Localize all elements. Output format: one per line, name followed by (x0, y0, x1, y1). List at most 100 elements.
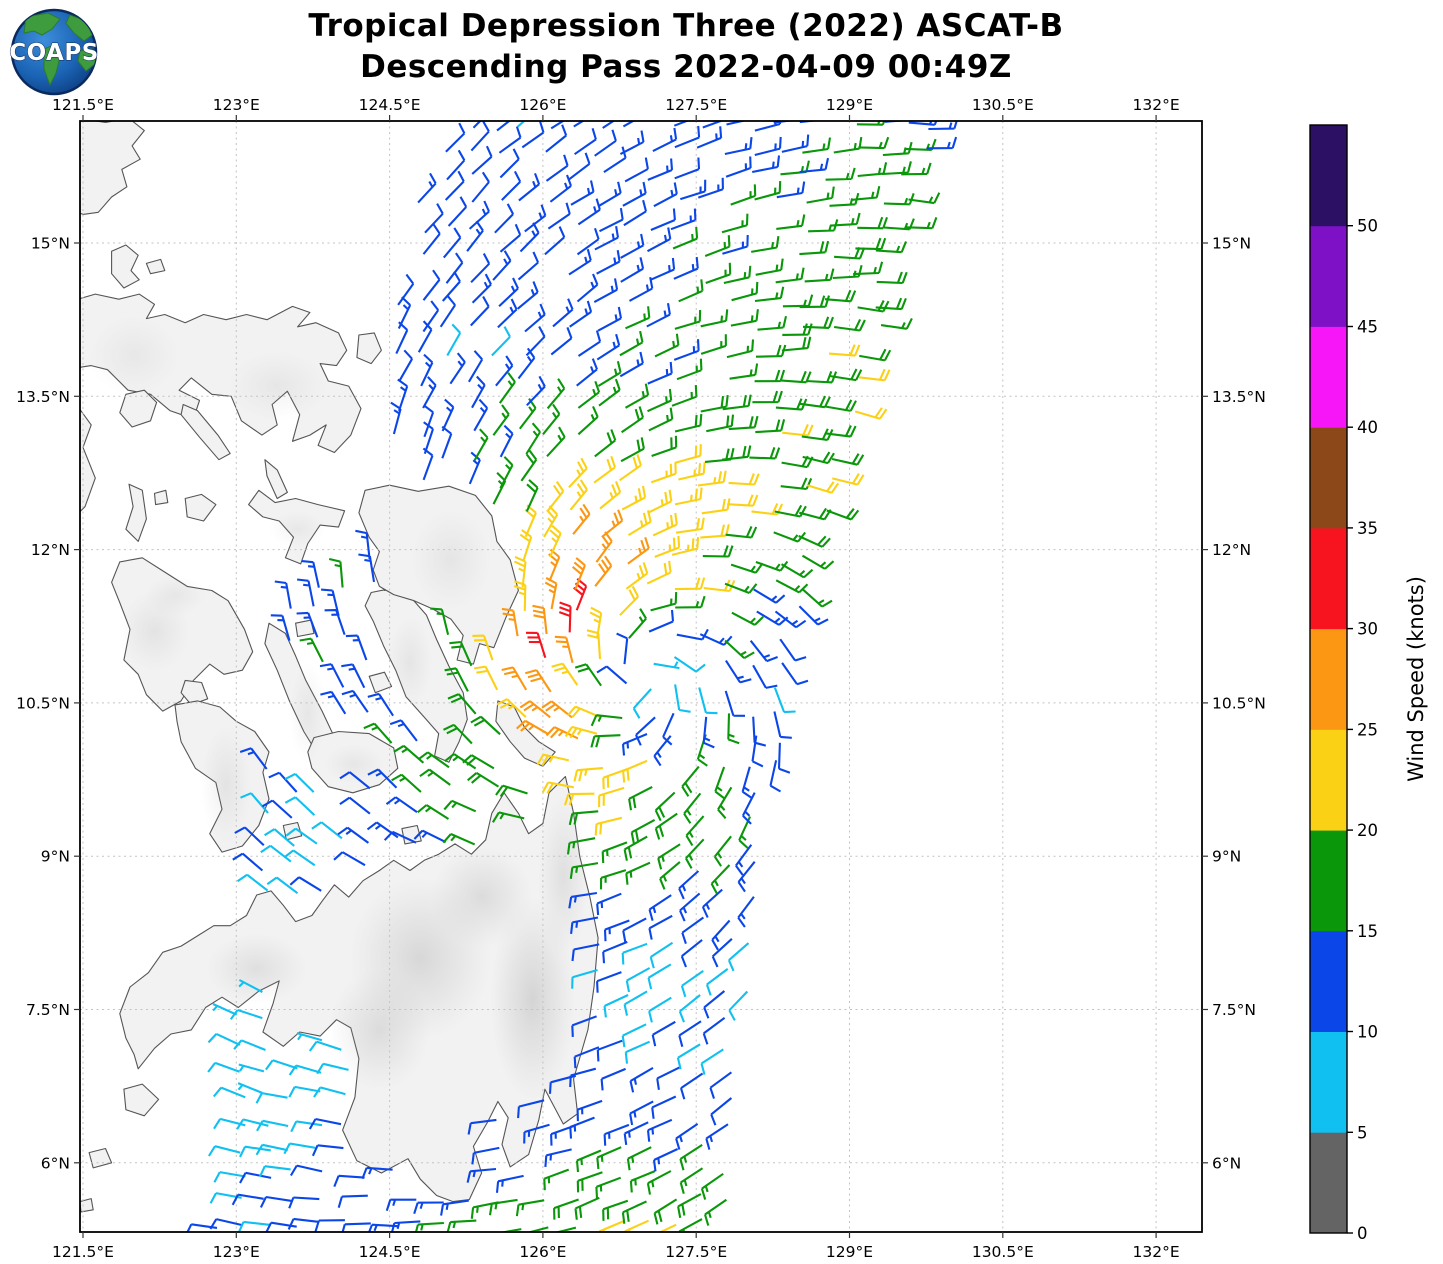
wind-barb (573, 767, 603, 782)
wind-barb (573, 121, 585, 128)
wind-barb (358, 553, 376, 583)
wind-barb (385, 796, 418, 813)
wind-barb (802, 588, 833, 608)
wind-barb (419, 768, 451, 786)
wind-barb (422, 269, 441, 301)
lat-tick-label-right: 10.5°N (1212, 694, 1266, 712)
wind-barb (569, 300, 593, 328)
wind-barb (238, 1063, 265, 1073)
wind-barb (625, 306, 651, 330)
colorbar-frame (1309, 124, 1348, 1234)
wind-barb (229, 1009, 263, 1020)
wind-barb (301, 560, 320, 588)
wind-barb (799, 157, 830, 174)
lon-tick-label-top: 123°E (213, 96, 260, 114)
wind-barb (681, 916, 705, 945)
wind-barb (575, 1149, 602, 1173)
wind-barb (777, 742, 791, 774)
wind-barb (501, 607, 519, 637)
lat-tick-label-left: 9°N (41, 848, 70, 866)
wind-barb (495, 355, 514, 387)
wind-barb (621, 1200, 647, 1224)
wind-barb (443, 799, 477, 813)
wind-barb (825, 167, 856, 181)
wind-barb (603, 994, 629, 1018)
island-sibuyan (184, 493, 217, 522)
wind-barb (261, 799, 293, 819)
wind-barb (492, 404, 510, 436)
wind-barb (574, 128, 597, 156)
wind-barb (569, 1067, 597, 1088)
colorbar-segment (1310, 1132, 1347, 1234)
lon-tick-label-bottom: 127.5°E (665, 1243, 727, 1261)
wind-barb (552, 298, 574, 328)
island-basilan (123, 1083, 160, 1117)
island-dinagat-siargao (495, 700, 556, 767)
wind-barb (234, 826, 265, 847)
wind-barb (717, 786, 733, 819)
terrain-shading (537, 794, 589, 959)
wind-barb (264, 828, 295, 847)
wind-barb (595, 1176, 622, 1199)
wind-barb (780, 477, 813, 491)
wind-barb (594, 226, 620, 251)
lon-tick-label-bottom: 123°E (213, 1243, 260, 1261)
wind-barb (495, 784, 528, 798)
wind-barb (536, 753, 570, 767)
wind-barb (495, 1174, 524, 1193)
wind-barb (518, 398, 537, 430)
wind-barb (832, 473, 865, 486)
wind-barb (594, 816, 623, 836)
wind-barb (532, 604, 548, 635)
wind-barb (680, 970, 704, 998)
wind-barb (728, 473, 760, 486)
wind-barb (671, 385, 698, 407)
wind-barb (513, 580, 527, 611)
wind-barb (497, 298, 518, 329)
wind-barb (259, 1195, 292, 1208)
wind-barb (705, 968, 729, 996)
wind-barb (590, 714, 623, 727)
island-mindoro-edge (80, 408, 96, 513)
wind-barb (706, 414, 735, 433)
wind-barb (237, 1220, 270, 1232)
wind-barb (596, 665, 628, 685)
wind-barb (722, 234, 749, 255)
wind-barbs-layer (186, 121, 958, 1232)
wind-barb (547, 202, 571, 230)
wind-barb (710, 864, 731, 895)
wind-barb (499, 148, 520, 179)
wind-barb (674, 125, 701, 149)
wind-barb (413, 1201, 444, 1215)
wind-barb (417, 804, 450, 820)
terrain-shading (430, 846, 533, 949)
wind-barb (442, 227, 462, 259)
wind-barb (875, 297, 907, 311)
lon-tick-label-bottom: 132°E (1133, 1243, 1180, 1261)
wind-barb (571, 1015, 597, 1037)
wind-barb (470, 253, 491, 284)
wind-barb (670, 208, 697, 231)
wind-barb (647, 361, 673, 385)
wind-barb (255, 1143, 289, 1156)
wind-barb (596, 1039, 623, 1062)
wind-barb (648, 894, 672, 921)
wind-barb (684, 838, 705, 869)
wind-barb (884, 121, 911, 123)
wind-barb (678, 994, 701, 1023)
wind-barb (620, 437, 645, 463)
wind-barb (648, 407, 674, 432)
wind-barb (544, 226, 566, 256)
lon-tick-label-bottom: 124.5°E (359, 1243, 421, 1261)
wind-barb (798, 535, 831, 548)
wind-barb (679, 892, 701, 922)
wind-barb (824, 289, 857, 303)
wind-barb (285, 827, 318, 845)
wind-barb (782, 323, 813, 336)
wind-barb (603, 1123, 630, 1146)
wind-barb (703, 1198, 727, 1226)
wind-barb (576, 1171, 603, 1193)
wind-barb (646, 1118, 673, 1142)
wind-barb (239, 747, 268, 770)
wind-barb (207, 1032, 241, 1046)
